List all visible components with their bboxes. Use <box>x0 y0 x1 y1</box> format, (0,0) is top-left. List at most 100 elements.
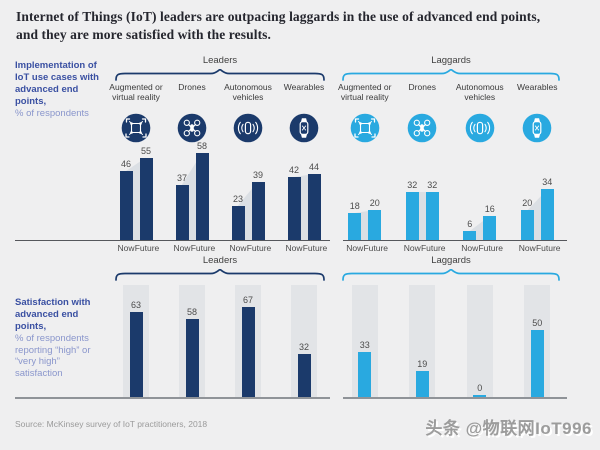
future-tick-label: Future <box>134 243 160 253</box>
bar-pair: 46 55 <box>108 145 164 240</box>
category-label: Autonomous vehicles <box>224 82 272 102</box>
drone-icon <box>407 113 437 143</box>
bar-pair: 20 34 <box>509 148 567 240</box>
now-tick-label: Now <box>346 243 364 253</box>
growth-shadow <box>527 189 548 240</box>
bar <box>358 352 372 397</box>
category-label-row: Augmented or virtual reality Drones Autono… <box>108 82 332 111</box>
brace-curve <box>342 268 560 281</box>
bar-value: 19 <box>417 359 428 370</box>
ar-vr-icon <box>350 113 380 143</box>
page-title: Internet of Things (IoT) leaders are out… <box>16 9 541 43</box>
ar-vr-icon <box>121 113 151 143</box>
bar-future-value: 39 <box>252 169 263 180</box>
drone-icon-cell <box>394 113 452 145</box>
laggards-brace <box>342 268 560 281</box>
bar-future-value: 34 <box>542 177 553 187</box>
satisfaction-laggards-axis <box>343 397 567 399</box>
satisfaction-side-label-bold: Satisfaction with advanced end points, <box>15 297 91 332</box>
bar <box>297 353 311 397</box>
bar-now <box>175 184 189 240</box>
bar <box>129 311 143 397</box>
implementation-side-label-light: % of respondents <box>15 107 89 119</box>
wearables-icon <box>289 113 319 143</box>
bar-value: 50 <box>532 317 543 328</box>
now-tick-label: Now <box>403 243 421 253</box>
bar-future <box>195 153 209 240</box>
future-tick-label: Future <box>302 243 328 253</box>
future-tick-label: Future <box>478 243 504 253</box>
bar-future <box>368 210 382 240</box>
bar-now <box>287 177 301 240</box>
future-tick-label: Future <box>535 243 561 253</box>
brace-curve <box>342 68 560 81</box>
bar-now <box>405 192 419 240</box>
bar-now-value: 37 <box>176 172 187 183</box>
satisfaction-side-label: Satisfaction with advanced end points, %… <box>15 297 109 380</box>
now-tick-label: Now <box>229 243 247 253</box>
implementation-side-label: Implementation of IoT use cases with adv… <box>15 60 109 119</box>
wearables-icon <box>522 113 552 143</box>
laggards-brace <box>342 68 560 81</box>
bar <box>530 329 544 397</box>
bar-future <box>540 189 554 240</box>
autonomous-vehicle-icon <box>233 113 263 143</box>
bar-pair: 37 58 <box>164 141 220 240</box>
now-tick-label: Now <box>117 243 135 253</box>
bar <box>415 371 429 397</box>
wearables-icon-cell <box>509 113 567 145</box>
future-tick-label: Future <box>246 243 272 253</box>
leaders-brace <box>115 268 325 281</box>
implementation-leaders-axis <box>15 240 330 241</box>
satisfaction-leaders-chart: 63 58 67 32 <box>108 285 332 397</box>
bar-future-value: 32 <box>427 180 438 190</box>
bar <box>473 395 487 397</box>
category-icon-row <box>108 113 332 145</box>
autonomous-vehicle-icon-cell <box>220 113 276 145</box>
implementation-laggards-panel: Laggards Augmented or virtual reality Dro… <box>336 55 566 255</box>
leaders-group-label: Leaders <box>202 255 238 266</box>
autonomous-vehicle-icon-cell <box>451 113 509 145</box>
growth-shadow <box>412 192 433 240</box>
bar-now <box>520 210 534 240</box>
bar-now <box>119 171 133 240</box>
now-tick-label: Now <box>173 243 191 253</box>
bar-now-value: 18 <box>349 201 360 211</box>
bar-pair: 6 16 <box>451 148 509 240</box>
leaders-brace <box>115 68 325 81</box>
bar-now-value: 42 <box>288 165 299 175</box>
bar-now <box>348 213 362 240</box>
bar-now-value: 32 <box>407 180 418 190</box>
bar-future <box>251 181 265 240</box>
drone-icon <box>177 113 207 143</box>
now-tick-label: Now <box>285 243 303 253</box>
future-tick-label: Future <box>420 243 446 253</box>
bar-now-value: 23 <box>232 193 243 204</box>
autonomous-vehicle-icon <box>465 113 495 143</box>
bar-pair: 42 44 <box>276 148 332 240</box>
bar-value: 67 <box>242 294 253 305</box>
bar-pair: 23 39 <box>220 148 276 240</box>
bar-future-value: 55 <box>140 145 151 156</box>
satisfaction-laggards-panel: Laggards 33 19 0 50 <box>336 255 566 400</box>
implementation-laggards-axis <box>343 240 567 241</box>
bar-value: 58 <box>186 306 197 317</box>
category-label: Wearables <box>283 82 325 92</box>
now-tick-label: Now <box>461 243 479 253</box>
background-column <box>466 285 493 397</box>
bar-value: 0 <box>477 383 483 393</box>
ar-vr-icon-cell <box>336 113 394 145</box>
category-label: Augmented or virtual reality <box>109 82 163 102</box>
watermark: 头条 @物联网IoT996 <box>425 419 592 438</box>
bar-future <box>139 157 153 240</box>
implementation-side-label-bold: Implementation of IoT use cases with adv… <box>15 60 99 107</box>
satisfaction-leaders-axis <box>15 397 330 399</box>
category-icon-row <box>336 113 566 145</box>
satisfaction-laggards-chart: 33 19 0 50 <box>336 285 566 397</box>
bar-future <box>307 174 321 240</box>
category-label: Augmented or virtual reality <box>338 82 392 102</box>
category-label: Wearables <box>517 82 558 92</box>
bar-now <box>463 231 477 240</box>
laggards-group-label: Laggards <box>431 55 471 66</box>
future-tick-label: Future <box>363 243 389 253</box>
